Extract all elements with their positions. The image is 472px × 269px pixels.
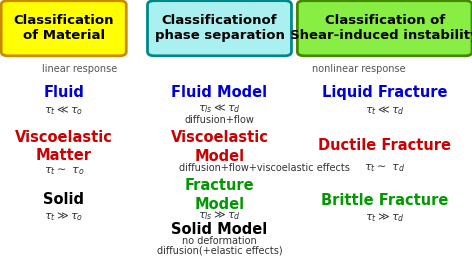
Text: Fracture
Model: Fracture Model [185, 178, 254, 212]
Text: $\tau_t \ll \tau_d$: $\tau_t \ll \tau_d$ [365, 104, 405, 117]
Text: Classification of
Shear-induced instability: Classification of Shear-induced instabil… [290, 14, 472, 42]
Text: Brittle Fracture: Brittle Fracture [321, 193, 448, 208]
FancyBboxPatch shape [297, 1, 472, 56]
Text: $\tau_t \ll \tau_o$: $\tau_t \ll \tau_o$ [44, 104, 83, 117]
Text: $\tau_t \gg \tau_d$: $\tau_t \gg \tau_d$ [365, 211, 405, 224]
Text: diffusion+flow+viscoelastic effects: diffusion+flow+viscoelastic effects [179, 163, 350, 173]
Text: Solid: Solid [43, 192, 84, 207]
Text: $\tau_{ls} \ll \tau_d$: $\tau_{ls} \ll \tau_d$ [198, 102, 241, 115]
Text: diffusion(+elastic effects): diffusion(+elastic effects) [157, 246, 282, 256]
Text: Ductile Fracture: Ductile Fracture [318, 138, 451, 153]
Text: Viscoelastic
Matter: Viscoelastic Matter [15, 130, 113, 163]
FancyBboxPatch shape [147, 1, 292, 56]
Text: Liquid Fracture: Liquid Fracture [322, 85, 447, 100]
Text: Fluid Model: Fluid Model [171, 85, 268, 100]
Text: no deformation: no deformation [182, 236, 257, 246]
Text: $\tau_t \sim\ \tau_o$: $\tau_t \sim\ \tau_o$ [43, 165, 84, 177]
Text: $\tau_t \gg \tau_o$: $\tau_t \gg \tau_o$ [44, 210, 83, 223]
Text: Classification
of Material: Classification of Material [14, 14, 114, 42]
Text: Solid Model: Solid Model [171, 222, 268, 237]
Text: $\tau_{ls} \gg \tau_d$: $\tau_{ls} \gg \tau_d$ [198, 209, 241, 222]
Text: diffusion+flow: diffusion+flow [185, 115, 254, 125]
Text: Classificationof
phase separation: Classificationof phase separation [154, 14, 285, 42]
Text: nonlinear response: nonlinear response [312, 63, 405, 74]
FancyBboxPatch shape [1, 1, 126, 56]
Text: Viscoelastic
Model: Viscoelastic Model [170, 130, 269, 164]
Text: $\tau_t \sim\ \tau_d$: $\tau_t \sim\ \tau_d$ [364, 162, 405, 174]
Text: linear response: linear response [42, 63, 118, 74]
Text: Fluid: Fluid [43, 85, 84, 100]
